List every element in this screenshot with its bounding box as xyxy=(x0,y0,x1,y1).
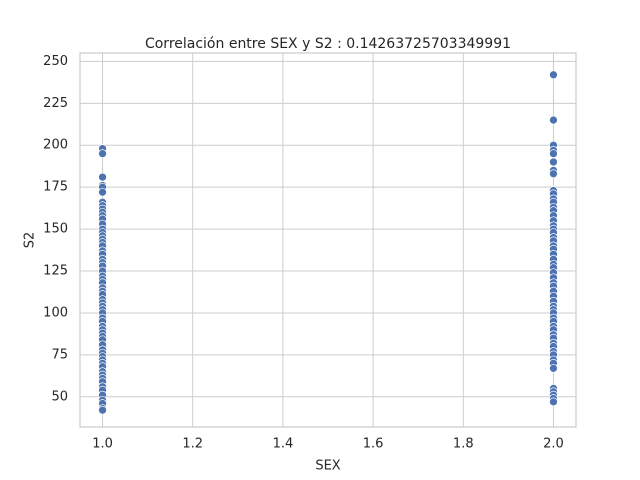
x-tick-label: 1.2 xyxy=(182,437,203,452)
x-tick-label: 1.8 xyxy=(453,437,474,452)
x-tick-label: 2.0 xyxy=(543,437,564,452)
plot-frame xyxy=(79,52,577,428)
point xyxy=(549,397,558,407)
point xyxy=(549,363,558,373)
y-tick-label: 125 xyxy=(43,264,68,279)
point xyxy=(549,169,558,179)
x-tick-label: 1.6 xyxy=(363,437,384,452)
x-tick-label: 1.0 xyxy=(92,437,113,452)
y-tick-label: 200 xyxy=(43,138,68,153)
x-tick-label: 1.4 xyxy=(273,437,294,452)
y-tick-label: 150 xyxy=(43,222,68,237)
point xyxy=(98,149,107,158)
chart-title: Correlación entre SEX y S2 : 0.142637257… xyxy=(145,36,511,52)
y-tick-label: 225 xyxy=(43,96,68,111)
point xyxy=(549,70,558,80)
y-tick-label: 175 xyxy=(43,180,68,195)
point xyxy=(549,149,558,158)
y-tick-label: 250 xyxy=(43,54,68,69)
point xyxy=(549,115,558,125)
point xyxy=(98,172,107,182)
x-axis-label: SEX xyxy=(315,459,340,474)
point xyxy=(98,187,107,197)
y-tick-label: 50 xyxy=(51,389,68,404)
point xyxy=(549,157,558,167)
y-tick-label: 75 xyxy=(51,347,68,362)
y-tick-label: 100 xyxy=(43,305,68,320)
y-axis-label: S2 xyxy=(23,232,38,249)
point xyxy=(98,405,107,415)
